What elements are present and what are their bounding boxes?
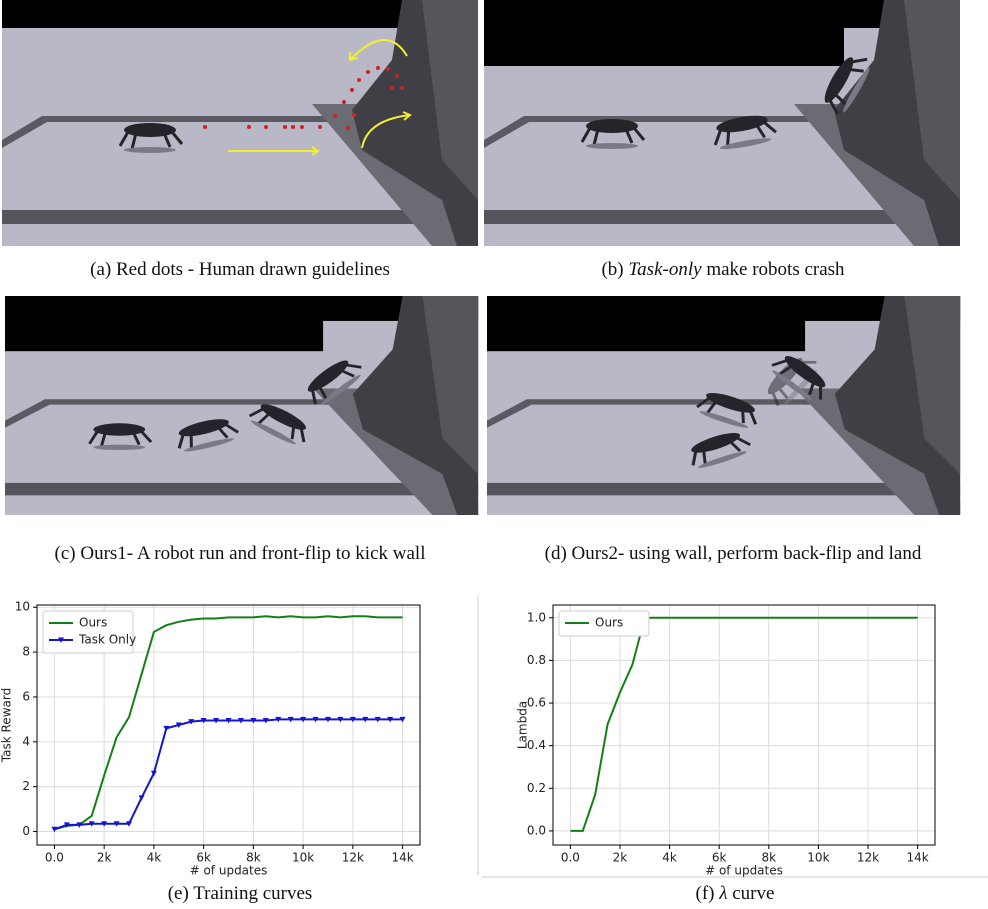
sky	[5, 296, 323, 351]
caption: (e) Training curves	[168, 883, 313, 904]
x-tick-label: 2k	[97, 851, 112, 865]
caption: (a) Red dots - Human drawn guidelines	[90, 259, 390, 280]
x-tick-label: 6k	[196, 851, 211, 865]
x-tick-label: 8k	[762, 851, 777, 865]
y-tick-label: 0.4	[527, 738, 546, 752]
legend-label: Ours	[79, 616, 107, 630]
x-tick-label: 6k	[712, 851, 727, 865]
panel-c	[5, 296, 478, 515]
y-tick-label: 0.0	[527, 823, 546, 837]
sky	[487, 296, 805, 351]
caption: (d) Ours2- using wall, perform back-flip…	[545, 543, 922, 564]
caption-label: (a)	[90, 259, 111, 280]
x-tick-label: 12k	[857, 851, 879, 865]
caption-label: (c)	[55, 543, 76, 564]
chart: 0.0 2k 4k 6k 8k 10k 12k 14k 0.0 0.2 0.4 0.6 0.8 1.0 # …	[516, 605, 936, 878]
panel-a	[2, 0, 478, 246]
y-tick-label: 8	[22, 645, 30, 659]
chart: 0.0 2k 4k 6k 8k 10k 12k 14k 0 2 4 6 8 10 # of updates T…	[0, 600, 420, 878]
caption-text: Ours2- using wall, perform back-flip and…	[572, 543, 922, 564]
figure: (a) Red dots - Human drawn guidelines (b…	[0, 0, 988, 909]
x-tick-label: 10k	[292, 851, 314, 865]
caption-text: make robots crash	[706, 259, 845, 280]
y-tick-label: 4	[22, 734, 30, 748]
caption-text: curve	[732, 883, 774, 904]
x-tick-label: 0.0	[561, 851, 580, 865]
caption-label: (d)	[545, 543, 567, 564]
caption: (f) λ curve	[696, 883, 775, 904]
plot-area	[553, 605, 935, 845]
y-tick-label: 2	[22, 779, 30, 793]
caption-emphasis: Task-only	[628, 259, 702, 280]
caption-label: (f)	[696, 883, 715, 904]
panel-d	[487, 296, 960, 515]
y-tick-label: 0	[22, 824, 30, 838]
panel-b	[484, 0, 960, 246]
y-tick-label: 0.6	[527, 696, 546, 710]
y-tick-label: 10	[15, 600, 30, 614]
y-axis-label: Task Reward	[0, 688, 14, 763]
y-tick-label: 1.0	[527, 610, 546, 624]
x-tick-label: 0.0	[45, 851, 64, 865]
y-tick-label: 0.8	[527, 653, 546, 667]
legend-label: Ours	[595, 616, 623, 630]
scene	[2, 0, 478, 246]
x-tick-label: 4k	[662, 851, 677, 865]
caption-text: Red dots - Human drawn guidelines	[116, 259, 390, 280]
x-tick-label: 10k	[807, 851, 829, 865]
legend-label: Task Only	[78, 633, 136, 647]
x-axis-label: # of updates	[705, 864, 783, 878]
sky	[484, 0, 844, 66]
caption-text: Ours1- A robot run and front-flip to kic…	[80, 543, 425, 564]
x-tick-label: 14k	[907, 851, 929, 865]
x-tick-label: 4k	[147, 851, 162, 865]
caption: (c) Ours1- A robot run and front-flip to…	[55, 543, 426, 564]
x-tick-label: 12k	[342, 851, 364, 865]
x-axis-label: # of updates	[190, 864, 268, 878]
caption-label: (e)	[168, 883, 189, 904]
caption-symbol: λ	[718, 883, 727, 904]
y-axis-label: Lambda	[516, 701, 530, 749]
caption-text: Training curves	[193, 883, 312, 904]
x-tick-label: 2k	[613, 851, 628, 865]
y-tick-label: 0.2	[527, 781, 546, 795]
caption-label: (b)	[601, 259, 623, 280]
x-tick-label: 14k	[391, 851, 413, 865]
caption: (b) Task-only make robots crash	[601, 259, 845, 280]
y-tick-label: 6	[22, 689, 30, 703]
x-tick-label: 8k	[246, 851, 261, 865]
